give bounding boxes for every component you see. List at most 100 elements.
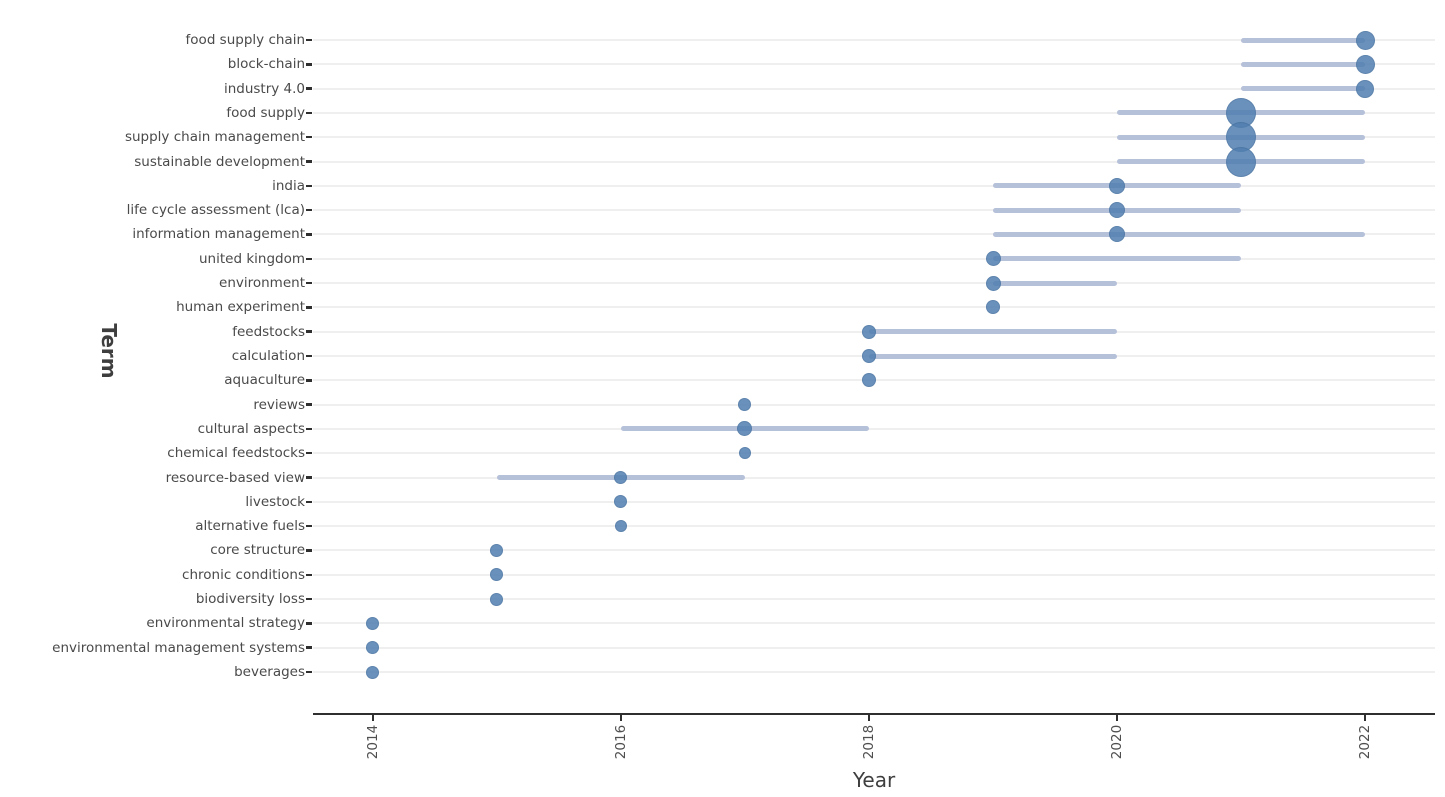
y-axis-tick xyxy=(306,379,312,382)
term-bubble xyxy=(737,421,753,437)
term-range-line xyxy=(1241,37,1366,43)
gridline xyxy=(313,160,1435,163)
gridline xyxy=(313,233,1435,236)
gridline xyxy=(313,573,1435,576)
y-axis-term-label: food supply chain xyxy=(185,32,305,48)
y-axis-term-label: environment xyxy=(219,275,305,292)
term-bubble xyxy=(614,495,628,509)
y-axis-term-label: cultural aspects xyxy=(197,420,305,437)
x-axis-tick-label: 2022 xyxy=(1357,724,1374,760)
term-bubble xyxy=(490,568,504,582)
y-axis-term-label: industry 4.0 xyxy=(223,80,305,97)
y-axis-term-label: core structure xyxy=(210,542,305,559)
gridline xyxy=(313,136,1435,139)
gridline xyxy=(313,184,1435,187)
y-axis-tick xyxy=(306,403,312,406)
y-axis-term-label: biodiversity loss xyxy=(195,591,305,608)
y-axis-tick xyxy=(306,233,312,236)
gridline xyxy=(313,671,1435,673)
term-bubble xyxy=(366,641,380,655)
gridline xyxy=(313,622,1435,625)
term-bubble xyxy=(985,275,1001,291)
x-axis-tick-label: 2018 xyxy=(861,724,878,760)
term-bubble xyxy=(862,324,877,339)
y-axis-tick xyxy=(306,306,312,309)
gridline xyxy=(313,452,1435,455)
term-bubble xyxy=(1109,226,1126,243)
gridline xyxy=(313,282,1435,285)
y-axis-tick xyxy=(306,549,312,552)
y-axis-term-label: supply chain management xyxy=(124,129,305,146)
y-axis-term-label: information management xyxy=(132,226,305,243)
term-bubble xyxy=(1226,146,1257,177)
y-axis-tick xyxy=(306,208,312,212)
term-bubble xyxy=(986,300,1001,315)
y-axis-tick xyxy=(306,622,312,625)
y-axis-term-label: environmental management systems xyxy=(52,639,305,656)
term-range-line xyxy=(993,256,1242,262)
term-bubble xyxy=(490,543,504,557)
gridline xyxy=(313,549,1435,552)
y-axis-tick xyxy=(306,135,312,139)
gridline xyxy=(313,646,1435,649)
term-range-line xyxy=(1241,61,1366,67)
term-bubble xyxy=(738,447,751,460)
term-bubble xyxy=(366,665,380,679)
term-bubble xyxy=(614,520,627,533)
y-axis-term-label: human experiment xyxy=(176,299,305,316)
x-axis-tick xyxy=(619,714,622,721)
y-axis-tick xyxy=(306,63,312,66)
x-axis-tick xyxy=(1364,714,1367,721)
gridline xyxy=(313,306,1435,309)
x-axis-title: Year xyxy=(852,768,896,792)
y-axis-term-label: food supply xyxy=(226,104,305,121)
y-axis-term-label: sustainable development xyxy=(134,153,305,170)
y-axis-term-label: livestock xyxy=(245,493,305,510)
y-axis-tick xyxy=(306,476,312,479)
x-axis-tick xyxy=(371,714,374,721)
term-bubble xyxy=(1355,54,1375,74)
y-axis-term-label: resource-based view xyxy=(165,469,305,486)
y-axis-term-label: block-chain xyxy=(227,56,305,73)
y-axis-term-label: calculation xyxy=(231,348,305,364)
term-bubble xyxy=(862,349,877,363)
y-axis-tick xyxy=(306,111,312,115)
x-axis-tick xyxy=(868,714,871,721)
term-range-line xyxy=(993,231,1366,237)
y-axis-tick xyxy=(306,257,312,261)
term-range-line xyxy=(869,353,1118,359)
x-axis-line xyxy=(313,713,1435,715)
gridline xyxy=(313,500,1435,503)
y-axis-tick xyxy=(306,597,312,601)
term-range-line xyxy=(869,329,1118,335)
gridline xyxy=(313,598,1435,601)
y-axis-term-label: alternative fuels xyxy=(195,518,305,535)
y-axis-title: Term xyxy=(97,323,121,379)
term-bubble xyxy=(1356,79,1375,98)
y-axis-term-label: india xyxy=(272,177,305,194)
y-axis-term-label: united kingdom xyxy=(199,250,305,267)
y-axis-term-label: life cycle assessment (lca) xyxy=(126,202,305,219)
y-axis-term-label: beverages xyxy=(234,664,305,680)
term-bubble xyxy=(862,373,877,388)
gridline xyxy=(313,111,1435,114)
y-axis-tick xyxy=(306,500,312,504)
y-axis-tick xyxy=(306,670,312,674)
y-axis-tick xyxy=(306,160,312,163)
y-axis-tick xyxy=(306,330,312,333)
x-axis-tick-label: 2014 xyxy=(364,724,381,760)
x-axis-tick-label: 2020 xyxy=(1109,724,1126,760)
y-axis-tick xyxy=(306,38,312,42)
x-axis-tick-label: 2016 xyxy=(612,724,629,760)
term-bubble xyxy=(366,616,380,630)
y-axis-tick xyxy=(306,451,312,455)
term-bubble xyxy=(614,471,628,485)
y-axis-tick xyxy=(306,87,312,90)
gridline xyxy=(313,209,1435,212)
y-axis-term-label: reviews xyxy=(253,396,305,413)
gridline xyxy=(313,403,1435,406)
y-axis-term-label: feedstocks xyxy=(232,323,305,340)
gridline xyxy=(313,87,1435,90)
term-bubble xyxy=(490,592,504,606)
gridline xyxy=(313,476,1435,479)
